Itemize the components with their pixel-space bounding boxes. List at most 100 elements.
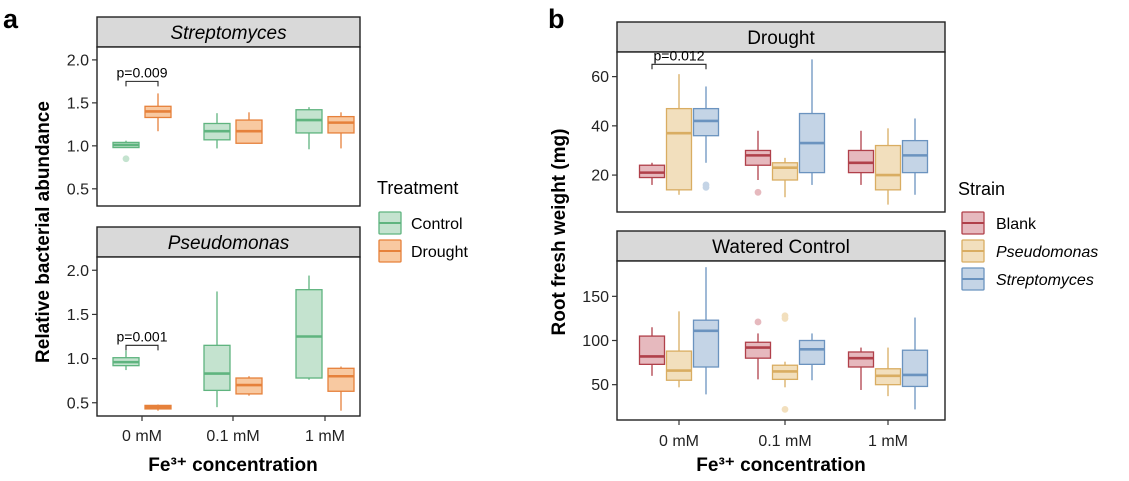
boxplot-control [112, 350, 140, 371]
boxplot-drought [235, 376, 263, 396]
outlier-point [754, 318, 762, 326]
facet-watered-control-root-weight: Watered Control 50 100 150 [582, 230, 946, 425]
boxplot-drought [327, 366, 355, 411]
x-tick-label: 0.1 mM [206, 428, 259, 445]
boxplot-control [203, 113, 231, 149]
y-tick-label: 1.5 [67, 95, 89, 112]
significance-bracket: p=0.012 [651, 47, 707, 70]
box [798, 339, 826, 366]
boxplot-blank [638, 162, 666, 185]
significance-bracket: p=0.001 [117, 328, 168, 351]
boxplot-streptomyces [798, 333, 826, 381]
box [327, 115, 355, 134]
legend-item-pseudomonas: Pseudomonas [961, 239, 1098, 263]
legend-item-streptomyces: Streptomyces [961, 267, 1094, 291]
boxplot-streptomyces [692, 86, 720, 191]
x-tick-label: 1 mM [868, 433, 908, 450]
x-tick-label: 1 mM [305, 428, 345, 445]
boxplot-control [112, 140, 140, 163]
legend-item-control: Control [378, 211, 463, 235]
y-tick-label: 1.0 [67, 351, 89, 368]
boxplot-pseudomonas [771, 312, 799, 413]
y-tick-label: 2.0 [67, 52, 89, 69]
legend-title: Strain [958, 179, 1005, 199]
box [744, 341, 772, 359]
facet-strip [96, 16, 361, 48]
y-tick-label: 1.5 [67, 307, 89, 324]
facet-strip-title: Streptomyces [170, 23, 287, 44]
x-tick-label: 0 mM [659, 433, 699, 450]
panel-b-x-axis-title: Fe³⁺ concentration [696, 455, 865, 476]
box [203, 344, 231, 392]
facet-strip-title: Watered Control [712, 237, 850, 258]
boxplot-drought [327, 112, 355, 149]
box [771, 162, 799, 181]
boxplot-blank [744, 318, 772, 380]
panel-letter-a: a [3, 4, 19, 34]
y-tick-label: 2.0 [67, 263, 89, 280]
legend-item-blank: Blank [961, 211, 1037, 235]
boxplot-pseudomonas [665, 74, 693, 195]
x-tick-label: 0 mM [122, 428, 162, 445]
y-tick-label: 60 [591, 69, 609, 86]
facet-streptomyces-abundance: Streptomyces 0.5 1.0 1.5 2.0 p=0.009 [67, 16, 361, 207]
panel-letter-b: b [548, 4, 565, 34]
legend-label-pseudomonas: Pseudomonas [996, 244, 1098, 261]
box [692, 319, 720, 368]
legend-label-drought: Drought [411, 244, 468, 261]
boxplot-blank [847, 130, 875, 185]
facet-strip-title: Drought [747, 28, 815, 49]
boxplot-pseudomonas [771, 157, 799, 198]
y-tick-label: 150 [582, 289, 609, 306]
boxplot-streptomyces [692, 267, 720, 395]
boxplot-blank [744, 130, 772, 196]
box [744, 149, 772, 166]
boxplot-pseudomonas [874, 347, 902, 397]
panel-a-y-axis-title: Relative bacterial abundance [33, 101, 54, 363]
boxplot-control [295, 275, 323, 380]
boxplot-control [295, 107, 323, 150]
p-value-label: p=0.009 [117, 64, 168, 80]
legend-treatment: Treatment Control Drought [377, 178, 468, 263]
outlier-point [754, 188, 762, 196]
y-tick-label: 100 [582, 333, 609, 350]
panel-b-y-axis-title: Root fresh weight (mg) [549, 129, 570, 336]
bracket-line [651, 63, 707, 70]
boxplot-control [203, 291, 231, 408]
legend-label-control: Control [411, 216, 463, 233]
box [638, 335, 666, 366]
y-tick-label: 40 [591, 118, 609, 135]
facet-drought-root-weight: Drought 20 40 60 p=0.012 [591, 21, 946, 213]
boxplot-streptomyces [901, 118, 929, 195]
box [295, 289, 323, 379]
panel-a-x-axis-title: Fe³⁺ concentration [148, 455, 317, 476]
legend-strain: Strain Blank Pseudomonas Streptomyces [958, 179, 1098, 291]
p-value-label: p=0.001 [117, 328, 168, 344]
bracket-line [125, 80, 159, 87]
y-tick-label: 20 [591, 168, 609, 185]
legend-label-streptomyces: Streptomyces [996, 272, 1094, 289]
legend-label-blank: Blank [996, 216, 1037, 233]
facet-strip [616, 21, 946, 53]
outlier-point [781, 315, 789, 322]
box [901, 349, 929, 388]
boxplot-streptomyces [901, 317, 929, 410]
facet-pseudomonas-abundance: Pseudomonas 0.5 1.0 1.5 2.0 p=0.001 [67, 226, 361, 421]
boxplot-blank [847, 347, 875, 390]
box [847, 351, 875, 368]
boxplot-drought [235, 112, 263, 144]
outlier-point [702, 183, 710, 191]
boxplot-pseudomonas [874, 128, 902, 205]
facet-strip [616, 230, 946, 262]
box [665, 350, 693, 381]
y-tick-label: 1.0 [67, 138, 89, 155]
boxplot-drought [144, 404, 172, 411]
plot-panel [616, 260, 946, 421]
p-value-label: p=0.012 [654, 47, 705, 63]
legend-item-drought: Drought [378, 239, 468, 263]
facet-strip-title: Pseudomonas [168, 233, 290, 254]
x-tick-label: 0.1 mM [758, 433, 811, 450]
outlier-point [122, 155, 130, 163]
box [665, 107, 693, 191]
